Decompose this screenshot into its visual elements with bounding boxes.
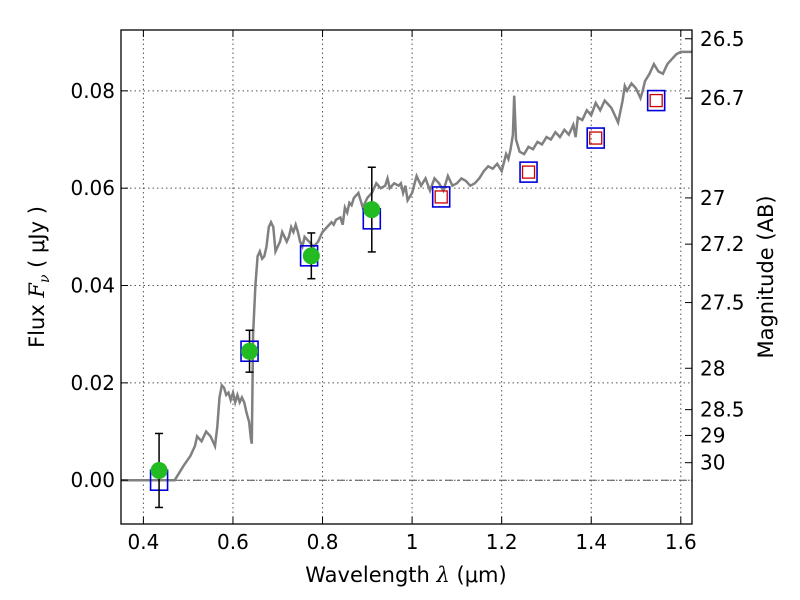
model-inner-marker <box>434 190 448 204</box>
y2-tick-label: 28.5 <box>700 398 745 422</box>
x-axis-title: Wavelength λ (μm) <box>305 563 506 587</box>
x-tick-label: 1.4 <box>575 530 607 554</box>
observed-point <box>150 461 168 479</box>
y2-tick-label: 27.5 <box>700 291 745 315</box>
y2-tick-label: 27 <box>700 186 725 210</box>
y-tick-label: 0.02 <box>70 371 115 395</box>
y2-tick-label: 28 <box>700 356 725 380</box>
x-tick-label: 0.8 <box>307 530 339 554</box>
x-tick-labels: 0.4 0.6 0.8 1 1.2 1.4 1.6 <box>127 530 696 554</box>
model-inner-points <box>434 93 663 204</box>
y2-axis-title: Magnitude (AB) <box>754 195 778 358</box>
y-tick-labels: 0.00 0.02 0.04 0.06 0.08 <box>70 79 115 492</box>
y2-tick-label: 26.5 <box>700 27 745 51</box>
y2-tick-label: 27.2 <box>700 232 745 256</box>
x-tick-label: 1 <box>406 530 419 554</box>
x-tick-label: 1.2 <box>486 530 518 554</box>
sed-model-line <box>121 50 692 482</box>
model-inner-marker <box>521 165 536 179</box>
x-tick-label: 0.6 <box>217 530 249 554</box>
model-box-marker <box>431 186 451 208</box>
y-tick-label: 0.04 <box>70 274 115 298</box>
x-tick-label: 0.4 <box>127 530 159 554</box>
model-box-marker <box>586 127 606 149</box>
y-tick-label: 0.06 <box>70 176 115 200</box>
observed-point <box>241 342 259 360</box>
model-box-marker <box>519 161 538 183</box>
axis-ticks <box>121 30 692 524</box>
y-tick-label: 0.00 <box>70 468 115 492</box>
model-inner-marker <box>589 131 603 145</box>
y2-tick-label: 26.7 <box>700 86 745 110</box>
y-tick-label: 0.08 <box>70 79 115 103</box>
y2-tick-label: 30 <box>700 451 725 475</box>
model-box-marker <box>646 89 666 112</box>
observed-photometry-points <box>150 166 381 509</box>
y2-tick-labels: 26.5 26.7 27 27.2 27.5 28 28.529 30 <box>700 27 745 475</box>
x-tick-label: 1.6 <box>665 530 697 554</box>
plot-frame <box>120 29 693 525</box>
observed-point <box>363 201 381 219</box>
observed-point <box>302 247 320 265</box>
model-inner-marker <box>649 93 663 108</box>
y2-tick-label: 29 <box>700 423 725 447</box>
y-axis-title: Flux Fν ( μJy ) <box>25 206 53 348</box>
